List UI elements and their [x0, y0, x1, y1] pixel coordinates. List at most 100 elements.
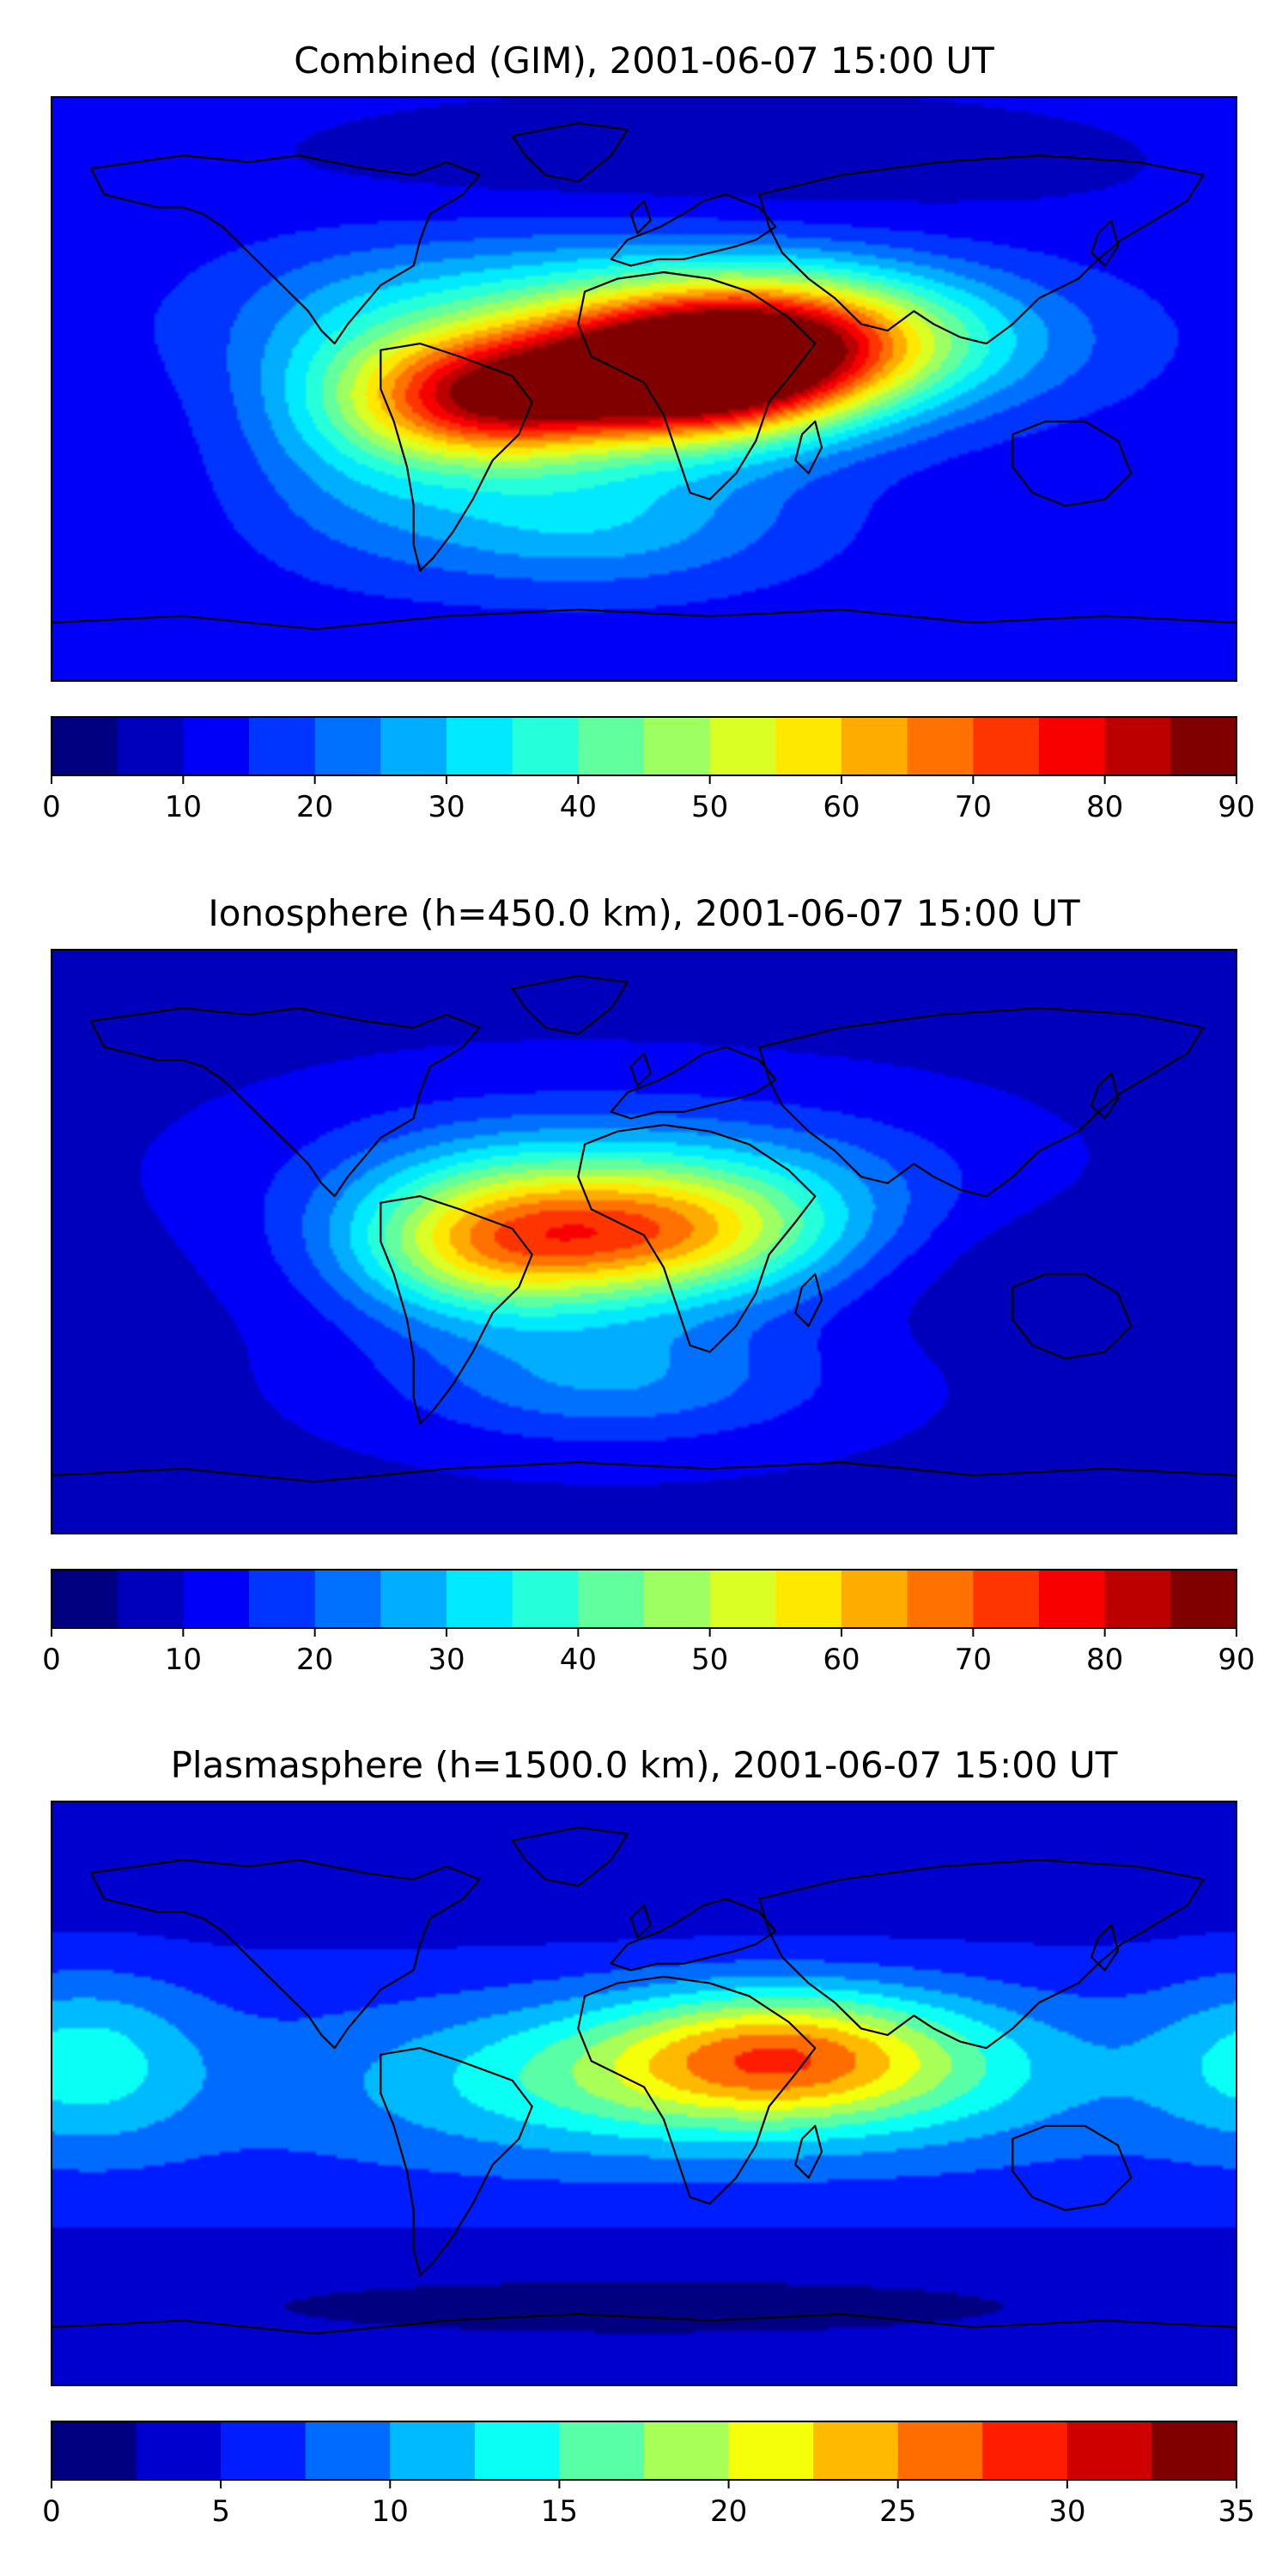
colorbar-tick-label: 90: [1218, 790, 1255, 824]
coastlines: [52, 975, 1236, 1534]
colorbar-segment: [982, 2421, 1068, 2480]
colorbar-frame: [51, 2421, 1237, 2481]
map-frame: [51, 1801, 1237, 2386]
colorbar-tick-label: 30: [1048, 2494, 1085, 2529]
map-frame: [51, 96, 1237, 682]
coastline: [89, 154, 481, 345]
colorbar-segment: [305, 2421, 391, 2480]
colorbar-tick-label: 40: [560, 1643, 597, 1677]
coastline: [758, 154, 1205, 345]
colorbar-segment: [390, 2421, 476, 2480]
map-frame: [51, 949, 1237, 1534]
coastline: [794, 1273, 823, 1327]
colorbar-tick-label: 25: [879, 2494, 916, 2529]
colorbar-segment: [973, 1570, 1040, 1628]
panel-title: Ionosphere (h=450.0 km), 2001-06-07 15:0…: [208, 892, 1080, 934]
map-field: [52, 97, 1236, 681]
colorbar-segment: [314, 1570, 381, 1628]
colorbar-tick-label: 10: [165, 1643, 202, 1677]
panel-plasmasphere: Plasmasphere (h=1500.0 km), 2001-06-07 1…: [42, 1744, 1255, 2529]
coastline: [89, 1006, 481, 1198]
coastline: [1091, 1923, 1120, 1971]
colorbar-segment: [728, 2421, 814, 2480]
field-image: [52, 950, 1236, 1534]
panel-title: Combined (GIM), 2001-06-07 15:00 UT: [294, 39, 994, 82]
colorbar-segment: [512, 1570, 579, 1628]
colorbar-tick-label: 35: [1218, 2494, 1255, 2529]
colorbar-segment: [813, 2421, 899, 2480]
colorbar: 0 10 20 30 40 50 60 70 80 90: [42, 716, 1255, 824]
map-field: [52, 950, 1236, 1534]
coastline: [511, 975, 629, 1036]
colorbar-segment: [709, 717, 776, 775]
coastline: [511, 1826, 629, 1887]
colorbar-tick-label: 80: [1086, 790, 1123, 824]
coastlines: [52, 1826, 1236, 2385]
colorbar-segment: [117, 717, 184, 775]
colorbar-segment: [644, 717, 711, 775]
colorbar-segment: [380, 717, 447, 775]
panel-combined: Combined (GIM), 2001-06-07 15:00 UT 0 10 2…: [42, 39, 1255, 824]
coastlines: [52, 122, 1236, 681]
colorbar-tick-label: 10: [165, 790, 202, 824]
coastline: [52, 2312, 1236, 2385]
colorbar-segment: [907, 1570, 974, 1628]
colorbar-segment: [897, 2421, 983, 2480]
coastline: [380, 1195, 533, 1425]
colorbar-segment: [447, 717, 513, 775]
colorbar-tick-label: 80: [1086, 1643, 1123, 1677]
colorbar-tick-label: 20: [296, 1643, 333, 1677]
colorbar-segment: [907, 717, 974, 775]
colorbar-segment: [136, 2421, 222, 2480]
colorbar-tick-label: 70: [955, 790, 992, 824]
colorbar-segment: [1151, 2421, 1237, 2480]
colorbar-segment: [841, 1570, 908, 1628]
colorbar-segment: [973, 717, 1040, 775]
colorbar-segment: [1039, 717, 1106, 775]
colorbar-segment: [644, 1570, 711, 1628]
colorbar-segment: [775, 1570, 842, 1628]
colorbar-tick-label: 40: [560, 790, 597, 824]
field-image: [52, 97, 1236, 681]
colorbar-tick-label: 30: [428, 1643, 465, 1677]
coastline: [794, 2124, 823, 2179]
colorbar-tick-label: 50: [691, 790, 728, 824]
coastline: [1012, 2124, 1133, 2212]
panel-title: Plasmasphere (h=1500.0 km), 2001-06-07 1…: [171, 1744, 1118, 1786]
coastline: [89, 1858, 481, 2050]
colorbar-tick-label: 90: [1218, 1643, 1255, 1677]
colorbar-segment: [841, 717, 908, 775]
colorbar-segment: [183, 1570, 250, 1628]
colorbar-segment: [1170, 1570, 1237, 1628]
coastline: [610, 1898, 777, 1971]
coastline: [1012, 1273, 1133, 1360]
colorbar-segment: [221, 2421, 307, 2480]
colorbar-segment: [1066, 2421, 1153, 2480]
colorbar-tick-label: 0: [42, 2494, 61, 2529]
colorbar-tick-label: 60: [823, 1643, 860, 1677]
colorbar-segment: [52, 1570, 118, 1628]
colorbar-segment: [1104, 717, 1171, 775]
coastline: [629, 1052, 652, 1087]
colorbar-tick-label: 0: [42, 790, 61, 824]
colorbar-segment: [578, 1570, 645, 1628]
colorbar: 0 10 20 30 40 50 60 70 80 90: [42, 1569, 1255, 1677]
colorbar-segment: [474, 2421, 561, 2480]
colorbar-frame: [51, 1569, 1237, 1629]
colorbar-segment: [578, 717, 645, 775]
map-field: [52, 1801, 1236, 2385]
colorbar-segment: [447, 1570, 513, 1628]
colorbar-segment: [1039, 1570, 1106, 1628]
colorbar-tick-label: 60: [823, 790, 860, 824]
panel-ionosphere: Ionosphere (h=450.0 km), 2001-06-07 15:0…: [42, 892, 1255, 1677]
colorbar-segment: [249, 717, 316, 775]
coastline: [52, 1461, 1236, 1534]
coastline: [1012, 420, 1133, 507]
coastline: [577, 270, 817, 501]
colorbar-tick-label: 50: [691, 1643, 728, 1677]
coastline: [1091, 219, 1120, 267]
colorbar-segment: [314, 717, 381, 775]
coastline: [577, 1123, 817, 1353]
coastline: [380, 343, 533, 572]
colorbar-segment: [775, 717, 842, 775]
